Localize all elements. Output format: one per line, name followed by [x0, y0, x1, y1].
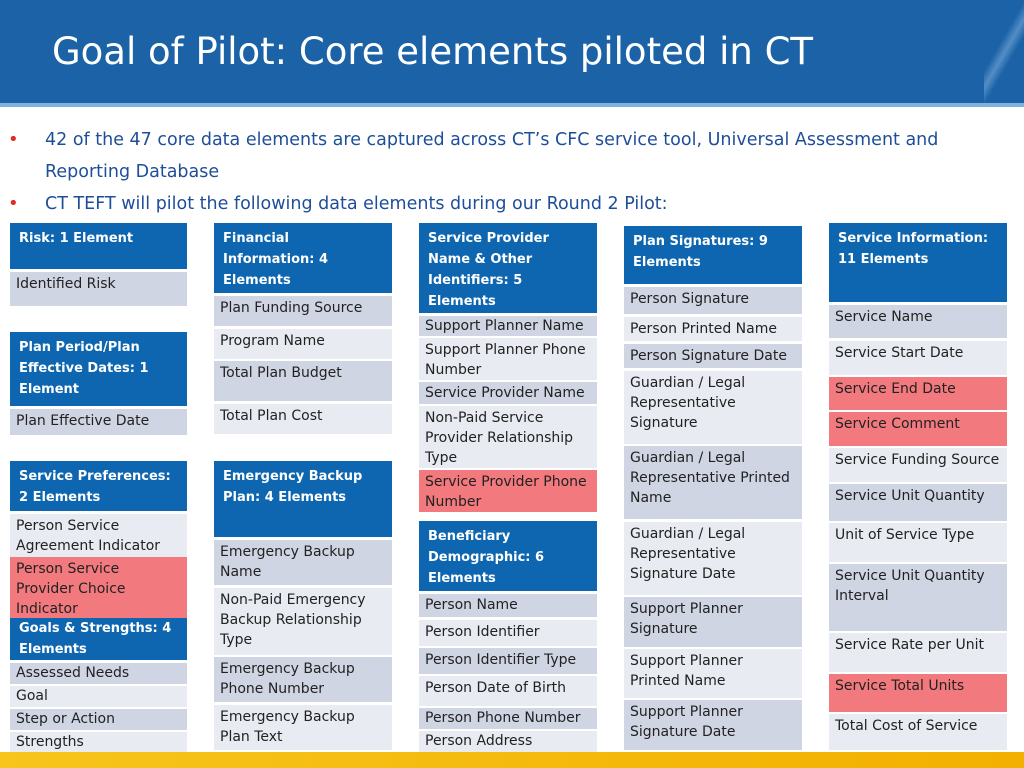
category-header-risk: Risk: 1 Element — [10, 223, 187, 269]
element-emergency-backup-plan-text: Emergency Backup Plan Text — [214, 705, 392, 750]
element-support-planner-signature-date: Support Planner Signature Date — [624, 700, 802, 750]
bullet-icon: • — [8, 129, 19, 150]
element-service-provider-phone-number: Service Provider Phone Number — [419, 470, 597, 512]
category-header-plan-signatures: Plan Signatures: 9 Elements — [624, 226, 802, 284]
bullet-text: CT TEFT will pilot the following data el… — [45, 194, 668, 214]
element-non-paid-emergency-backup-relationship-type: Non-Paid Emergency Backup Relationship T… — [214, 588, 392, 655]
element-strengths: Strengths — [10, 732, 187, 753]
element-support-planner-name: Support Planner Name — [419, 316, 597, 336]
category-header-emergency-backup-plan: Emergency Backup Plan: 4 Elements — [214, 461, 392, 537]
element-total-cost-of-service: Total Cost of Service — [829, 714, 1007, 750]
category-header-service-information: Service Information: 11 Elements — [829, 223, 1007, 302]
page-title: Goal of Pilot: Core elements piloted in … — [52, 30, 814, 73]
element-guardian-printed-name: Guardian / Legal Representative Printed … — [624, 446, 802, 519]
category-header-financial-information: Financial Information: 4 Elements — [214, 223, 392, 293]
element-service-unit-quantity: Service Unit Quantity — [829, 484, 1007, 521]
category-header-service-preferences: Service Preferences: 2 Elements — [10, 461, 187, 511]
element-support-planner-phone-number: Support Planner Phone Number — [419, 338, 597, 380]
element-emergency-backup-name: Emergency Backup Name — [214, 540, 392, 585]
element-identified-risk: Identified Risk — [10, 272, 187, 306]
element-person-signature-date: Person Signature Date — [624, 344, 802, 368]
bullet-list: • 42 of the 47 core data elements are ca… — [8, 124, 1008, 220]
category-header-plan-period: Plan Period/Plan Effective Dates: 1 Elem… — [10, 332, 187, 406]
element-non-paid-service-provider-relationship-type: Non-Paid Service Provider Relationship T… — [419, 406, 597, 468]
element-total-plan-budget: Total Plan Budget — [214, 361, 392, 401]
bullet-item: • 42 of the 47 core data elements are ca… — [8, 124, 1008, 188]
bullet-item: • CT TEFT will pilot the following data … — [8, 188, 1008, 220]
element-guardian-signature: Guardian / Legal Representative Signatur… — [624, 371, 802, 444]
element-service-end-date: Service End Date — [829, 377, 1007, 410]
element-person-phone-number: Person Phone Number — [419, 708, 597, 729]
element-step-or-action: Step or Action — [10, 709, 187, 730]
bullet-icon: • — [8, 193, 19, 214]
element-plan-effective-date: Plan Effective Date — [10, 409, 187, 435]
element-person-identifier: Person Identifier — [419, 620, 597, 646]
element-service-funding-source: Service Funding Source — [829, 448, 1007, 482]
element-person-address: Person Address — [419, 731, 597, 752]
element-person-signature: Person Signature — [624, 287, 802, 314]
element-service-comment: Service Comment — [829, 412, 1007, 446]
element-assessed-needs: Assessed Needs — [10, 663, 187, 684]
title-bar-decoration — [984, 0, 1024, 107]
element-person-identifier-type: Person Identifier Type — [419, 648, 597, 674]
element-unit-of-service-type: Unit of Service Type — [829, 523, 1007, 562]
category-header-service-provider: Service Provider Name & Other Identifier… — [419, 223, 597, 313]
element-person-name: Person Name — [419, 594, 597, 617]
element-service-start-date: Service Start Date — [829, 341, 1007, 375]
element-service-name: Service Name — [829, 305, 1007, 338]
element-person-service-provider-choice-indicator: Person Service Provider Choice Indicator — [10, 557, 187, 618]
element-support-planner-printed-name: Support Planner Printed Name — [624, 649, 802, 698]
element-guardian-signature-date: Guardian / Legal Representative Signatur… — [624, 522, 802, 595]
element-person-service-agreement-indicator: Person Service Agreement Indicator — [10, 514, 187, 557]
element-program-name: Program Name — [214, 329, 392, 359]
footer-bar — [0, 752, 1024, 768]
element-emergency-backup-phone-number: Emergency Backup Phone Number — [214, 657, 392, 702]
element-service-unit-quantity-interval: Service Unit Quantity Interval — [829, 564, 1007, 631]
element-goal: Goal — [10, 686, 187, 707]
title-bar — [0, 0, 1024, 103]
element-support-planner-signature: Support Planner Signature — [624, 597, 802, 647]
element-plan-funding-source: Plan Funding Source — [214, 296, 392, 326]
category-header-beneficiary-demographic: Beneficiary Demographic: 6 Elements — [419, 521, 597, 591]
element-total-plan-cost: Total Plan Cost — [214, 404, 392, 434]
element-service-provider-name: Service Provider Name — [419, 382, 597, 404]
element-service-rate-per-unit: Service Rate per Unit — [829, 633, 1007, 672]
title-bar-underline — [0, 103, 1024, 107]
category-header-goals-strengths: Goals & Strengths: 4 Elements — [10, 618, 187, 660]
element-person-printed-name: Person Printed Name — [624, 317, 802, 341]
bullet-text: 42 of the 47 core data elements are capt… — [45, 130, 939, 182]
element-person-date-of-birth: Person Date of Birth — [419, 676, 597, 706]
element-service-total-units: Service Total Units — [829, 674, 1007, 712]
